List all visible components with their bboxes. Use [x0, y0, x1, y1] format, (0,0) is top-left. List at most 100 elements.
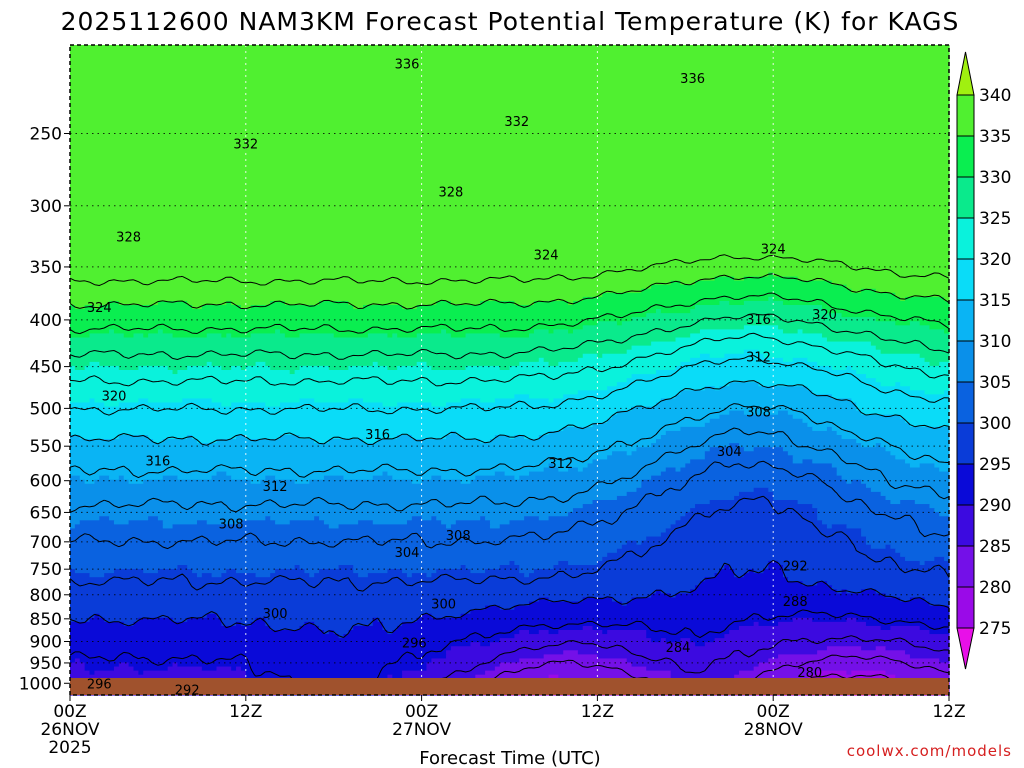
fill-cell: [79, 435, 120, 440]
fill-cell: [109, 475, 120, 481]
fill-cell: [787, 410, 862, 416]
fill-cell: [729, 443, 740, 448]
contour-316: [69, 403, 950, 479]
fill-cell: [70, 528, 667, 534]
fill-cell: [607, 386, 706, 391]
fill-cell: [636, 447, 711, 452]
y-tick-label: 600: [30, 472, 62, 492]
fill-cell: [70, 597, 540, 603]
fill-cell: [690, 333, 823, 339]
fill-cell: [94, 670, 139, 676]
fill-cell: [875, 288, 950, 294]
fill-cell: [446, 435, 462, 440]
fill-cell: [890, 451, 950, 456]
fill-cell: [548, 329, 555, 335]
fill-cell: [509, 520, 677, 525]
fill-cell: [670, 674, 735, 680]
fill-cell: [138, 617, 174, 623]
colorbar-label: 335: [979, 127, 1011, 147]
y-tick-label: 1000: [19, 674, 62, 694]
fill-cell: [265, 475, 276, 481]
fill-cell: [714, 638, 950, 643]
fill-cell: [270, 573, 310, 578]
fill-cell: [70, 581, 701, 586]
fill-cell: [885, 447, 950, 452]
fill-cell: [372, 617, 379, 623]
fill-cell: [70, 288, 642, 294]
contour-label: 284: [666, 641, 691, 656]
fill-cell: [270, 365, 301, 371]
fill-cell: [612, 414, 721, 420]
fill-cell: [70, 617, 91, 623]
fill-cell: [206, 520, 242, 525]
contour-label: 336: [395, 57, 420, 72]
fill-cell: [851, 398, 950, 404]
fill-cell: [431, 516, 437, 521]
fill-cell: [240, 520, 276, 525]
fill-cell: [70, 658, 76, 664]
fill-cell: [450, 524, 491, 530]
fill-cell: [226, 333, 232, 339]
fill-cell: [553, 329, 569, 335]
fill-cell: [885, 646, 950, 651]
fill-cell: [812, 617, 848, 623]
fill-cell: [724, 353, 765, 359]
fill-cell: [153, 439, 164, 444]
fill-cell: [187, 365, 222, 371]
fill-cell: [641, 483, 867, 489]
y-tick-label: 800: [30, 586, 62, 606]
fill-cell: [880, 349, 950, 355]
fill-cell: [397, 365, 432, 371]
fill-cell: [831, 426, 950, 432]
fill-cell: [70, 674, 247, 680]
fill-cell: [592, 422, 706, 428]
fill-cell: [568, 467, 579, 473]
fill-cell: [402, 569, 437, 574]
fill-cell: [656, 309, 662, 314]
fill-cell: [538, 597, 550, 603]
contour-label: 304: [717, 445, 742, 460]
fill-cell: [729, 565, 769, 570]
fill-cell: [70, 467, 545, 473]
fill-cell: [856, 370, 950, 375]
fill-cell: [387, 365, 398, 371]
fill-cell: [70, 264, 950, 270]
fill-cell: [196, 573, 203, 578]
fill-cell: [494, 435, 511, 440]
fill-cell: [148, 398, 183, 404]
fill-cell: [377, 361, 418, 367]
fill-cell: [70, 382, 618, 387]
fill-cell: [919, 353, 950, 359]
fill-cell: [548, 463, 555, 469]
fill-cell: [70, 390, 579, 395]
contour-label: 300: [431, 598, 456, 613]
fill-cell: [509, 560, 515, 566]
colorbar-label: 285: [979, 537, 1011, 557]
contour-label: 312: [548, 457, 573, 472]
fill-cell: [231, 365, 242, 371]
fill-cell: [831, 394, 950, 400]
fill-cell: [99, 613, 208, 619]
fill-cell: [70, 349, 628, 355]
fill-cell: [695, 504, 813, 509]
fill-cell: [577, 467, 584, 473]
fill-cell: [704, 455, 794, 460]
fill-cell: [416, 305, 696, 310]
fill-cell: [70, 321, 598, 326]
fill-cell: [70, 495, 618, 501]
fill-cell: [201, 573, 213, 578]
fill-cell: [460, 435, 496, 440]
fill-cell: [231, 300, 271, 306]
fill-cell: [70, 609, 472, 615]
fill-cell: [841, 435, 950, 440]
colorbar-swatch: [956, 135, 975, 178]
colorbar-bottom-arrow: [956, 627, 975, 670]
fill-cell: [621, 544, 872, 550]
fill-cell: [646, 666, 755, 672]
fill-cell: [162, 329, 276, 335]
fill-cell: [70, 252, 950, 257]
fill-cell: [812, 426, 828, 432]
fill-cell: [660, 398, 852, 404]
fill-cell: [299, 625, 320, 631]
fill-cell: [465, 333, 501, 339]
